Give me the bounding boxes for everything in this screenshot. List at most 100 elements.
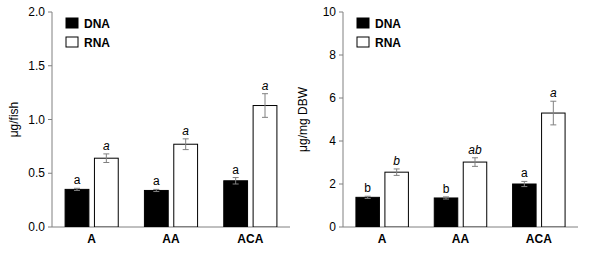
y-tick — [48, 65, 52, 66]
error-bar — [521, 181, 527, 186]
x-tick-label: ACA — [526, 232, 552, 246]
x-tick-label: AA — [452, 232, 470, 246]
y-tick — [339, 184, 343, 185]
y-tick — [339, 227, 343, 228]
y-tick — [339, 98, 343, 99]
error-line — [553, 101, 554, 125]
error-cap — [262, 117, 268, 118]
significance-letter: b — [393, 154, 400, 168]
error-cap — [233, 184, 239, 185]
y-tick-label: 10 — [323, 5, 337, 19]
bar — [434, 198, 458, 227]
error-cap — [365, 198, 371, 199]
bar — [253, 106, 277, 227]
error-cap — [183, 138, 189, 139]
error-cap — [472, 157, 478, 158]
chart-panel: 0246810μg/mg DBWAAAACAbbababaDNARNA — [296, 5, 578, 246]
marks — [65, 94, 277, 227]
y-tick-label: 0.5 — [28, 166, 45, 180]
y-tick — [48, 119, 52, 120]
y-tick — [48, 173, 52, 174]
legend-label: RNA — [375, 36, 401, 50]
error-cap — [233, 177, 239, 178]
y-tick — [48, 227, 52, 228]
bar — [513, 184, 537, 227]
error-bar — [74, 188, 80, 190]
x-tick-label: ACA — [237, 232, 263, 246]
error-cap — [443, 196, 449, 197]
bar — [144, 190, 168, 227]
x-tick-label: A — [378, 232, 387, 246]
significance-letter: a — [153, 174, 160, 188]
error-cap — [103, 153, 109, 154]
error-line — [474, 158, 475, 167]
bar — [224, 181, 248, 227]
y-tick-label: 6 — [329, 91, 336, 105]
error-cap — [550, 101, 556, 102]
chart-panel: 0.00.51.01.52.0μg/fishAAAACAaaaaaaDNARNA — [7, 5, 290, 246]
bar — [463, 162, 487, 227]
legend-label: DNA — [375, 17, 401, 31]
error-cap — [103, 162, 109, 163]
legend-swatch — [357, 18, 369, 28]
error-bar — [443, 197, 449, 199]
error-bar — [183, 139, 189, 150]
error-cap — [443, 199, 449, 200]
legend-swatch — [66, 18, 78, 28]
significance-letter: b — [443, 182, 450, 196]
y-tick-label: 4 — [329, 134, 336, 148]
y-tick-label: 2.0 — [28, 5, 45, 19]
error-bar — [233, 178, 239, 184]
error-cap — [521, 186, 527, 187]
y-axis-label: μg/mg DBW — [296, 86, 310, 152]
error-cap — [74, 190, 80, 191]
error-cap — [153, 189, 159, 190]
error-line — [524, 181, 525, 186]
y-tick-label: 1.0 — [28, 113, 45, 127]
legend-swatch — [66, 37, 78, 47]
bar — [385, 172, 409, 227]
error-cap — [262, 93, 268, 94]
error-line — [185, 139, 186, 150]
error-cap — [394, 175, 400, 176]
legend: DNA RNA — [357, 17, 401, 50]
y-tick — [48, 12, 52, 13]
error-cap — [521, 181, 527, 182]
x-tick-label: A — [87, 232, 96, 246]
legend-label: DNA — [84, 17, 110, 31]
figure: 0.00.51.01.52.0μg/fishAAAACAaaaaaaDNARNA… — [0, 0, 589, 257]
y-tick-label: 8 — [329, 48, 336, 62]
bar — [542, 113, 566, 227]
significance-letter: b — [364, 181, 371, 195]
bar — [65, 189, 89, 227]
significance-letter: a — [550, 86, 557, 100]
legend-label: RNA — [84, 36, 110, 50]
error-cap — [74, 188, 80, 189]
y-tick-label: 2 — [329, 177, 336, 191]
y-tick — [339, 141, 343, 142]
error-bar — [550, 101, 556, 125]
significance-letter: a — [232, 163, 239, 177]
y-tick — [339, 55, 343, 56]
bar — [94, 158, 118, 227]
error-cap — [183, 149, 189, 150]
marks — [356, 101, 565, 227]
error-bar — [153, 189, 159, 191]
y-tick-label: 0 — [329, 220, 336, 234]
significance-letter: a — [182, 124, 189, 138]
error-line — [235, 178, 236, 184]
legend: DNA RNA — [66, 17, 110, 50]
significance-letter: a — [262, 79, 269, 93]
legend-swatch — [357, 37, 369, 47]
significance-letter: a — [74, 173, 81, 187]
significance-letter: a — [103, 139, 110, 153]
error-cap — [365, 196, 371, 197]
error-bar — [262, 94, 268, 118]
error-cap — [394, 168, 400, 169]
significance-letter: a — [521, 166, 528, 180]
y-tick — [339, 12, 343, 13]
error-bar — [365, 196, 371, 198]
y-axis — [343, 12, 344, 227]
x-tick-label: AA — [162, 232, 180, 246]
bar — [356, 197, 380, 227]
